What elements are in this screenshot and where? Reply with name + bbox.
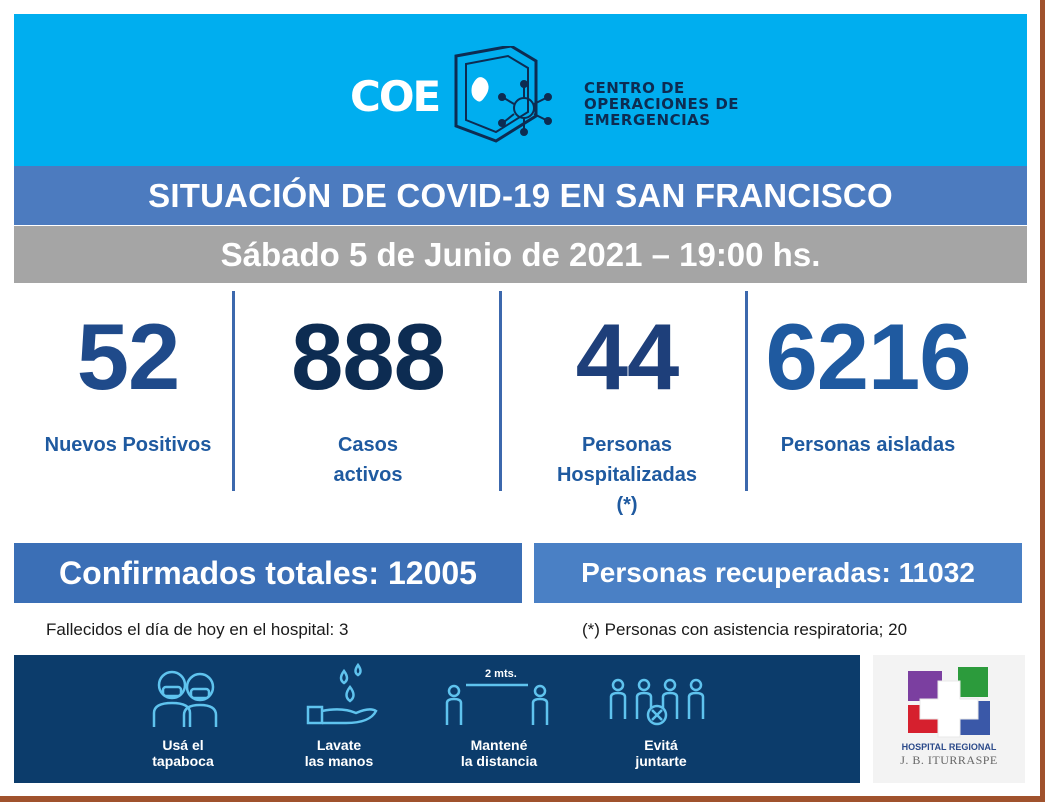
map-virus-icon: [454, 46, 552, 143]
report-date: Sábado 5 de Junio de 2021 – 19:00 hs.: [220, 235, 821, 273]
tip-mask: Usá el tapaboca: [108, 655, 258, 783]
stat-label: Personas Hospitalizadas (*): [556, 434, 698, 516]
tip-distance: 2 mts. Mantené la distancia: [424, 655, 574, 783]
prevention-banner: Usá el tapaboca Lavate las manos 2 mts. …: [14, 655, 860, 783]
no-gathering-icon: [609, 678, 705, 726]
stat-value: 52: [76, 304, 181, 409]
stat-divider: [745, 291, 748, 491]
stat-label: Nuevos Positivos: [44, 434, 212, 456]
page-title: SITUACIÓN DE COVID-19 EN SAN FRANCISCO: [148, 176, 893, 214]
distance-icon: [445, 683, 549, 725]
stat-divider: [232, 291, 235, 491]
stat-hospitalized: 44 Personas Hospitalizadas (*): [527, 310, 727, 520]
stat-value: 6216: [765, 304, 971, 409]
tip-label: Lavate las manos: [304, 737, 374, 769]
tip-label: Mantené la distancia: [460, 737, 538, 769]
hospital-cross-icon: [908, 667, 990, 738]
stat-value: 888: [291, 304, 446, 409]
distance-label: 2 mts.: [482, 668, 520, 680]
title-bar: SITUACIÓN DE COVID-19 EN SAN FRANCISCO: [14, 166, 1027, 225]
frame-border-bottom: [0, 796, 1045, 802]
confirmed-total-box: Confirmados totales: 12005: [14, 543, 522, 603]
mask-people-icon: [152, 670, 218, 727]
recovered-total-text: Personas recuperadas: 11032: [581, 557, 975, 588]
stat-label: Personas aisladas: [780, 434, 956, 456]
confirmed-total-text: Confirmados totales: 12005: [59, 554, 477, 591]
stat-divider: [499, 291, 502, 491]
stat-label: Casos activos: [333, 434, 403, 486]
tip-wash-hands: Lavate las manos: [264, 655, 414, 783]
tip-no-gathering: Evitá juntarte: [586, 655, 736, 783]
frame-border-right: [1040, 0, 1045, 802]
hospital-logo: HOSPITAL REGIONAL J. B. ITURRASPE: [873, 655, 1025, 783]
deaths-note: Fallecidos el día de hoy en el hospital:…: [46, 620, 349, 639]
header-banner: COE CENTRO DE OPERACIONES DE EMERGENCIAS: [14, 14, 1027, 166]
wash-hands-icon: [306, 663, 378, 725]
stat-value: 44: [575, 304, 680, 409]
coe-logo-subtitle: CENTRO DE OPERACIONES DE EMERGENCIAS: [584, 79, 740, 129]
hospital-name: HOSPITAL REGIONAL: [901, 742, 997, 752]
coe-logo-text: COE: [350, 72, 441, 121]
coe-logo: COE CENTRO DE OPERACIONES DE EMERGENCIAS: [336, 24, 776, 156]
respiratory-note: (*) Personas con asistencia respiratoria…: [582, 620, 908, 639]
recovered-total-box: Personas recuperadas: 11032: [534, 543, 1022, 603]
hospital-subname: J. B. ITURRASPE: [900, 753, 998, 767]
tip-label: Evitá juntarte: [635, 737, 687, 769]
date-bar: Sábado 5 de Junio de 2021 – 19:00 hs.: [14, 226, 1027, 283]
stat-active-cases: 888 Casos activos: [256, 310, 480, 490]
stat-isolated: 6216 Personas aisladas: [756, 310, 980, 460]
tip-label: Usá el tapaboca: [152, 737, 214, 769]
stat-new-positives: 52 Nuevos Positivos: [28, 310, 228, 460]
